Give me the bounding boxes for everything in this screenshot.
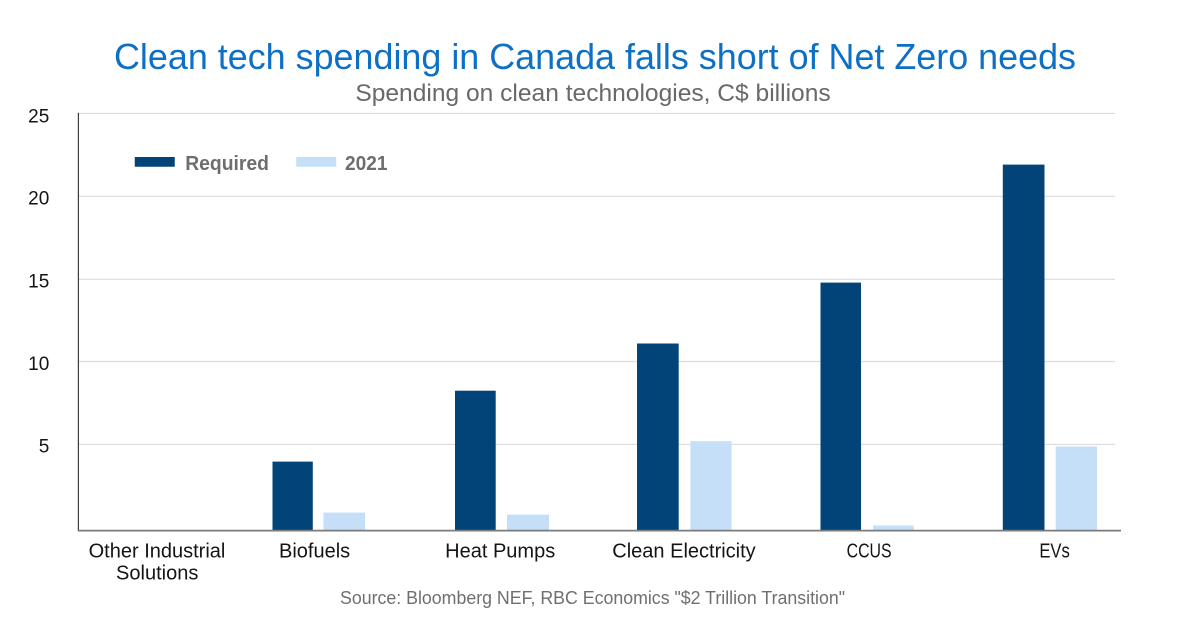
svg-text:Solutions: Solutions bbox=[116, 563, 198, 585]
svg-text:Heat Pumps: Heat Pumps bbox=[445, 541, 555, 563]
svg-text:Required: Required bbox=[185, 153, 269, 175]
svg-text:15: 15 bbox=[28, 272, 49, 293]
svg-text:Source: Bloomberg NEF, RBC Eco: Source: Bloomberg NEF, RBC Economics "$2… bbox=[340, 588, 845, 608]
svg-text:Clean Electricity: Clean Electricity bbox=[612, 541, 755, 563]
svg-text:EVs: EVs bbox=[1039, 541, 1070, 563]
svg-text:Other Industrial: Other Industrial bbox=[89, 541, 226, 563]
svg-text:10: 10 bbox=[28, 354, 49, 375]
svg-text:20: 20 bbox=[28, 189, 49, 210]
svg-text:Clean tech spending in Canada: Clean tech spending in Canada falls shor… bbox=[114, 36, 1076, 77]
svg-text:Biofuels: Biofuels bbox=[279, 541, 350, 563]
svg-text:25: 25 bbox=[28, 107, 49, 128]
svg-text:5: 5 bbox=[39, 437, 50, 458]
svg-text:CCUS: CCUS bbox=[847, 541, 892, 563]
svg-text:2021: 2021 bbox=[345, 153, 388, 175]
svg-text:Spending on clean technologies: Spending on clean technologies, C$ billi… bbox=[355, 80, 830, 107]
